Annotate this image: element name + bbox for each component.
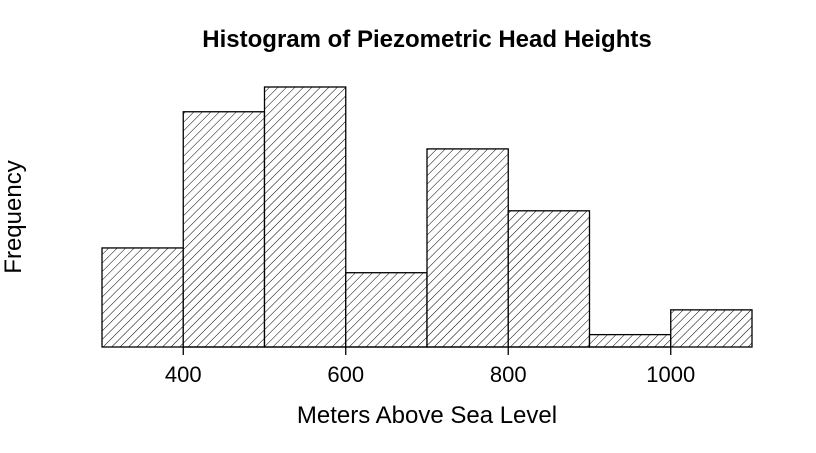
x-axis: 400 600 800 1000 — [165, 346, 695, 387]
x-tick-label-400: 400 — [165, 362, 202, 387]
y-axis-label: Frequency — [0, 160, 27, 273]
bars-group — [101, 86, 753, 348]
x-tick-label-800: 800 — [490, 362, 527, 387]
histogram-bar-400-500 — [182, 111, 266, 348]
histogram-bar-1000-1100 — [670, 309, 753, 348]
histogram-bar-800-900 — [507, 210, 591, 348]
histogram-bar-500-600 — [263, 86, 347, 348]
x-tick-label-1000: 1000 — [646, 362, 695, 387]
histogram-bar-700-800 — [426, 148, 509, 348]
x-axis-label: Meters Above Sea Level — [297, 402, 557, 429]
histogram-bar-600-700 — [345, 272, 428, 348]
x-tick-label-600: 600 — [327, 362, 364, 387]
chart-title: Histogram of Piezometric Head Heights — [202, 26, 651, 53]
histogram-bar-300-400 — [101, 247, 184, 348]
histogram-bar-900-1000 — [588, 333, 672, 348]
